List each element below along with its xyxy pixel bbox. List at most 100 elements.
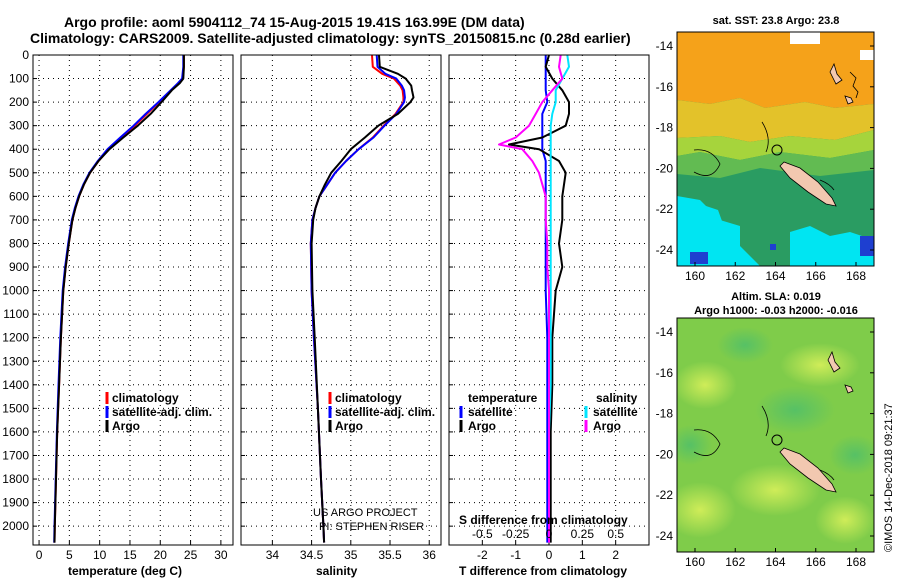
depth-tick-label: 1000 [2, 284, 29, 298]
legend-label-s-satellite: satellite [593, 405, 638, 419]
depth-tick-label: 800 [9, 236, 29, 250]
depth-tick-label: 1900 [2, 496, 29, 510]
legend-label-satellite: satellite-adj. clim. [335, 405, 435, 419]
series-line-argo [53, 55, 185, 543]
map-x-tick-label: 164 [765, 555, 785, 569]
legend-title-salinity: salinity [596, 391, 638, 405]
depth-axis-labels: 0 100 200 300 400 500 600 700 800 900 1000 1100 1200… [2, 48, 29, 533]
depth-tick-label: 2000 [2, 519, 29, 533]
difference-legend: temperature satellite Argo salinity sate… [459, 391, 638, 433]
x-tick-label: 0 [36, 548, 43, 562]
imos-credit: ©IMOS 14-Dec-2018 09:21:37 [883, 403, 895, 552]
legend-label-argo: Argo [112, 419, 140, 433]
salinity-grid [241, 54, 441, 545]
map-y-tick-label: -24 [656, 529, 674, 543]
legend-label-satellite: satellite-adj. clim. [112, 405, 212, 419]
map-x-tick-label: 168 [846, 555, 866, 569]
map-y-tick-label: -18 [656, 407, 674, 421]
sla-map-ticks: 160 162 164 166 168 -14 -16 -18 -20 -22 -24 [656, 325, 874, 569]
series-line-satellite-adj-clim- [53, 55, 185, 543]
series-line-climatology [309, 55, 405, 543]
salinity-panel [240, 54, 442, 546]
profile-title: Argo profile: aoml 5904112_74 15-Aug-201… [64, 14, 525, 30]
map-x-tick-label: 162 [725, 555, 745, 569]
sst-map: sat. SST: 23.8 Argo: 23.8 160 162 16 [656, 15, 875, 283]
x-tick-label: 30 [214, 548, 228, 562]
depth-tick-label: 1300 [2, 354, 29, 368]
depth-tick-label: 400 [9, 142, 29, 156]
x-tick-label: 35.5 [378, 548, 402, 562]
series-line-satellite-adj-clim- [309, 55, 406, 543]
x-tick-label: 1 [579, 548, 586, 562]
x-tick-label: 0 [546, 548, 553, 562]
temperature-lines [53, 55, 185, 543]
x-tick-label: 36 [423, 548, 437, 562]
sla-map: Altim. SLA: 0.019 Argo h1000: -0.03 h200… [656, 291, 875, 569]
depth-tick-label: 500 [9, 166, 29, 180]
x-tick-label: 5 [66, 548, 73, 562]
map-x-tick-label: 160 [685, 555, 705, 569]
x-tick-label: 34.5 [300, 548, 324, 562]
series-line-argo [310, 55, 415, 543]
sla-field [677, 318, 874, 552]
sla-map-subtitle: Argo h1000: -0.03 h2000: -0.016 [694, 305, 858, 317]
depth-tick-label: 1500 [2, 401, 29, 415]
depth-tick-label: 1800 [2, 472, 29, 486]
map-y-tick-label: -24 [656, 243, 674, 257]
salinity-difference-tick-label: 0 [546, 527, 553, 541]
map-y-tick-label: -14 [656, 325, 674, 339]
legend-label-t-satellite: satellite [468, 405, 513, 419]
sst-field [677, 32, 874, 266]
map-y-tick-label: -18 [656, 121, 674, 135]
legend-title-temperature: temperature [468, 391, 538, 405]
map-x-tick-label: 166 [806, 269, 826, 283]
legend-label-s-argo: Argo [593, 419, 621, 433]
sla-map-title: Altim. SLA: 0.019 [731, 291, 821, 303]
depth-tick-label: 700 [9, 213, 29, 227]
x-tick-label: 25 [184, 548, 198, 562]
temperature-xlabel: temperature (deg C) [68, 564, 182, 578]
salinity-difference-tick-label: 0.25 [571, 527, 595, 541]
salinity-difference-x-ticks: -0.5 -0.25 0 0.25 0.5 [472, 527, 624, 541]
x-tick-label: 2 [612, 548, 619, 562]
salinity-frame [240, 54, 442, 546]
depth-tick-label: 300 [9, 119, 29, 133]
temperature-difference-xlabel: T difference from climatology [459, 564, 627, 578]
salinity-difference-tick-label: -0.25 [502, 527, 530, 541]
salinity-legend: climatology satellite-adj. clim. Argo [328, 391, 435, 433]
project-annotation: US ARGO PROJECT [313, 507, 418, 519]
series-line-salinity-satellite [548, 55, 570, 543]
legend-label-climatology: climatology [112, 391, 179, 405]
depth-tick-label: 900 [9, 260, 29, 274]
difference-lines [498, 55, 570, 543]
difference-panel [448, 54, 650, 546]
map-y-tick-label: -16 [656, 366, 674, 380]
temperature-panel [32, 54, 234, 546]
x-tick-label: 15 [123, 548, 137, 562]
series-line-temperature-argo [508, 55, 570, 543]
map-y-tick-label: -16 [656, 80, 674, 94]
map-y-tick-label: -20 [656, 161, 674, 175]
depth-tick-label: 1700 [2, 448, 29, 462]
salinity-difference-tick-label: 0.5 [607, 527, 624, 541]
salinity-difference-tick-label: -0.5 [472, 527, 493, 541]
depth-tick-label: 100 [9, 72, 29, 86]
sst-map-title: sat. SST: 23.8 Argo: 23.8 [713, 15, 840, 27]
climatology-title: Climatology: CARS2009. Satellite-adjuste… [30, 30, 631, 46]
temperature-frame [32, 54, 234, 546]
depth-tick-label: 600 [9, 189, 29, 203]
depth-tick-label: 1100 [3, 307, 29, 321]
x-tick-label: 10 [93, 548, 107, 562]
difference-x-ticks: -2 -1 0 1 2 [477, 548, 619, 562]
map-y-tick-label: -20 [656, 447, 674, 461]
map-x-tick-label: 166 [806, 555, 826, 569]
salinity-difference-title: S difference from climatology [459, 513, 628, 527]
salinity-lines [309, 55, 415, 543]
x-tick-label: 20 [154, 548, 168, 562]
map-x-tick-label: 162 [725, 269, 745, 283]
depth-tick-label: 1600 [2, 425, 29, 439]
x-tick-label: 35 [344, 548, 358, 562]
temperature-grid [33, 54, 233, 545]
difference-frame [448, 54, 650, 546]
